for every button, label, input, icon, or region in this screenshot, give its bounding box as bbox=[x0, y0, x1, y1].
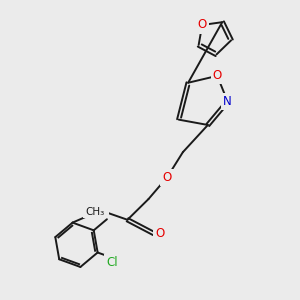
Text: O: O bbox=[198, 19, 207, 32]
Text: CH₃: CH₃ bbox=[85, 207, 104, 217]
Text: N: N bbox=[223, 95, 232, 108]
Text: NH: NH bbox=[91, 206, 107, 215]
Text: O: O bbox=[163, 171, 172, 184]
Text: O: O bbox=[155, 227, 165, 240]
Text: O: O bbox=[213, 69, 222, 82]
Text: Cl: Cl bbox=[106, 256, 118, 268]
